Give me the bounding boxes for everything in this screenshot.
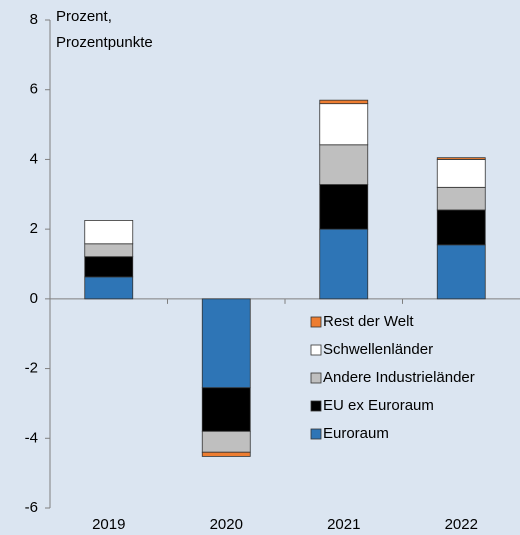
y-axis-label: Prozent, bbox=[56, 8, 112, 25]
bar-segment bbox=[319, 228, 369, 300]
bar-segment bbox=[319, 103, 369, 146]
bar-segment bbox=[201, 451, 251, 457]
legend-swatch bbox=[310, 316, 322, 328]
x-tick-label: 2020 bbox=[210, 516, 243, 533]
x-tick-label: 2022 bbox=[445, 516, 478, 533]
y-tick-label: 0 bbox=[30, 290, 38, 307]
y-axis-label: Prozentpunkte bbox=[56, 34, 153, 51]
x-tick-label: 2019 bbox=[92, 516, 125, 533]
bar-segment bbox=[201, 430, 251, 453]
bar-segment bbox=[436, 157, 486, 160]
legend-swatch bbox=[310, 372, 322, 384]
bar-segment bbox=[201, 387, 251, 432]
legend-label: Rest der Welt bbox=[323, 313, 414, 330]
y-tick-label: 4 bbox=[30, 150, 38, 167]
bar-segment bbox=[436, 186, 486, 211]
bar-segment bbox=[436, 209, 486, 246]
bar-segment bbox=[436, 159, 486, 188]
legend-swatch bbox=[310, 344, 322, 356]
bar-segment bbox=[319, 99, 369, 105]
y-tick-label: 6 bbox=[30, 81, 38, 98]
y-tick-label: 2 bbox=[30, 220, 38, 237]
bar-segment bbox=[84, 220, 134, 245]
bar-segment bbox=[319, 144, 369, 185]
bar-segment bbox=[84, 243, 134, 258]
bar-segment bbox=[84, 256, 134, 278]
legend-swatch bbox=[310, 400, 322, 412]
legend-label: Euroraum bbox=[323, 425, 389, 442]
y-tick-label: 8 bbox=[30, 11, 38, 28]
x-tick-label: 2021 bbox=[327, 516, 360, 533]
bar-segment bbox=[436, 244, 486, 300]
y-tick-label: -4 bbox=[25, 429, 38, 446]
bar-segment bbox=[201, 298, 251, 389]
bar-segment bbox=[319, 184, 369, 230]
legend-label: Andere Industrieländer bbox=[323, 369, 475, 386]
y-tick-label: -6 bbox=[25, 499, 38, 516]
bar-segment bbox=[84, 276, 134, 300]
legend-label: EU ex Euroraum bbox=[323, 397, 434, 414]
legend-label: Schwellenländer bbox=[323, 341, 433, 358]
y-tick-label: -2 bbox=[25, 360, 38, 377]
legend-swatch bbox=[310, 428, 322, 440]
